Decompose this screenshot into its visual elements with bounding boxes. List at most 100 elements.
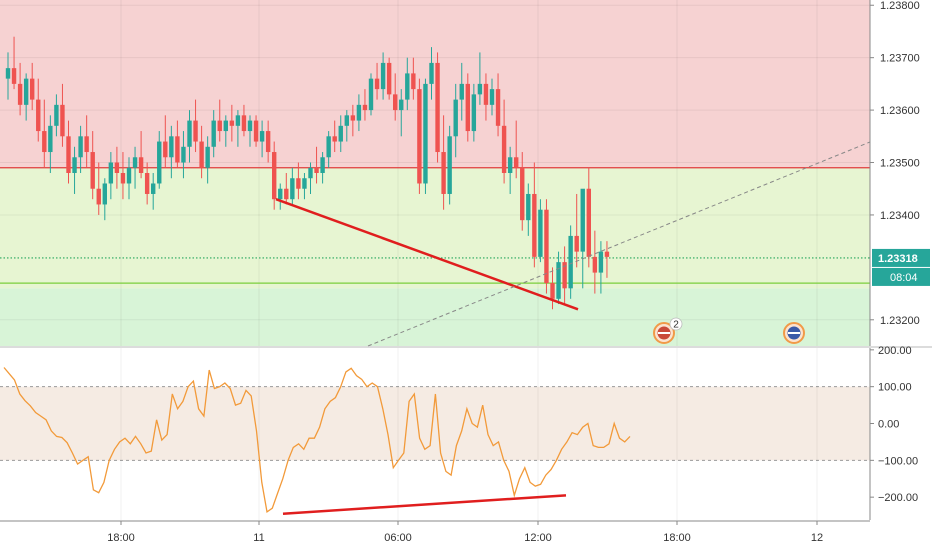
candle-body (5, 68, 11, 79)
candle-body (247, 120, 253, 132)
candle-body (399, 99, 404, 111)
price-tick-label: 1.23800 (880, 0, 920, 12)
osc-tick-label: 0.00 (878, 419, 899, 431)
oscillator-line (3, 367, 631, 514)
candle-body (417, 89, 422, 184)
candle-body (265, 131, 271, 153)
time-axis: 18:00 11 06:00 12:00 18:00 12 (0, 520, 870, 544)
osc-axis-bg (870, 348, 932, 520)
candle-body (393, 94, 398, 111)
candle-body (278, 188, 283, 200)
price-axis-bg (870, 0, 932, 346)
zone-middle (0, 167, 870, 289)
candle-body (72, 157, 77, 173)
candle-body (598, 251, 604, 273)
candle-body (78, 136, 83, 158)
candle-body (132, 157, 138, 168)
candle-body (501, 125, 507, 173)
time-tick-label: 06:00 (384, 532, 412, 544)
candle-body (520, 167, 525, 221)
candle-body (326, 136, 331, 158)
candle-body (362, 104, 368, 111)
candle-body (562, 262, 567, 289)
zone-upper (0, 0, 870, 168)
candle-body (108, 162, 114, 184)
oscillator-trendline (282, 494, 567, 515)
candle-body (253, 120, 259, 142)
candle-body (483, 83, 489, 105)
candle-body (302, 178, 307, 189)
candle-body (368, 78, 374, 111)
candle-body (447, 136, 452, 194)
candle-body (356, 104, 362, 121)
candle-body (423, 83, 428, 184)
candle-body (23, 78, 29, 105)
candle-body (163, 141, 168, 158)
candle-body (126, 167, 132, 184)
countdown-label: 08:04 (890, 272, 918, 284)
gridlines (0, 0, 870, 346)
candles (5, 36, 610, 310)
candle-body (429, 62, 434, 84)
candle-body (586, 188, 591, 257)
candle-body (453, 99, 458, 137)
badge-bg (669, 317, 683, 331)
candle-body (138, 157, 144, 173)
candle-body (102, 183, 107, 205)
candle-body (495, 89, 501, 126)
candle-body (441, 152, 446, 194)
time-tick-label: 12:00 (524, 532, 552, 544)
candle-body (489, 89, 495, 105)
candle-body (223, 120, 228, 132)
candle-body (193, 120, 198, 142)
candle-body (338, 125, 343, 142)
candle-body (507, 157, 513, 173)
candle-body (187, 120, 192, 147)
osc-tick-label: −200.00 (878, 492, 918, 504)
price-tick-label: 1.23400 (880, 210, 920, 222)
candle-body (235, 115, 241, 126)
candle-body (48, 125, 53, 153)
candle-body (259, 131, 265, 142)
candle-body (386, 62, 392, 95)
candle-body (114, 162, 120, 173)
candle-body (241, 115, 247, 132)
candle-body (308, 167, 313, 179)
flag-stripe (658, 332, 670, 334)
candle-body (290, 178, 295, 200)
candle-body (514, 157, 519, 168)
oscillator-pane (0, 348, 870, 520)
osc-tick-label: 100.00 (878, 382, 912, 394)
candle-body (229, 120, 235, 126)
countdown-bg (872, 267, 930, 286)
candle-body (30, 78, 35, 100)
candle-body (320, 157, 325, 173)
candle-body (175, 136, 180, 163)
price-tick-label: 1.23600 (880, 105, 920, 117)
event-badge: 2 (669, 317, 683, 331)
candle-body (84, 136, 89, 153)
candle-body (96, 188, 101, 205)
time-tick-label: 18:00 (107, 532, 135, 544)
event-icon: 2 (653, 317, 683, 344)
candle-body (405, 73, 410, 100)
event-icon (783, 322, 805, 344)
candle-body (284, 188, 289, 200)
zone-lower (0, 288, 870, 346)
candle-body (380, 62, 386, 90)
candle-body (157, 141, 162, 184)
candle-body (459, 83, 464, 100)
candle-body (60, 104, 65, 137)
price-tick-label: 1.23700 (880, 53, 920, 65)
price-pane: 2 (0, 0, 871, 347)
candle-body (556, 262, 561, 299)
candle-body (17, 83, 23, 105)
candle-body (411, 73, 416, 90)
price-tick-label: 1.23500 (880, 158, 920, 170)
candle-body (435, 62, 440, 153)
candle-body (604, 251, 610, 257)
candle-body (42, 131, 47, 153)
candle-body (66, 136, 71, 173)
candle-body (532, 193, 537, 257)
